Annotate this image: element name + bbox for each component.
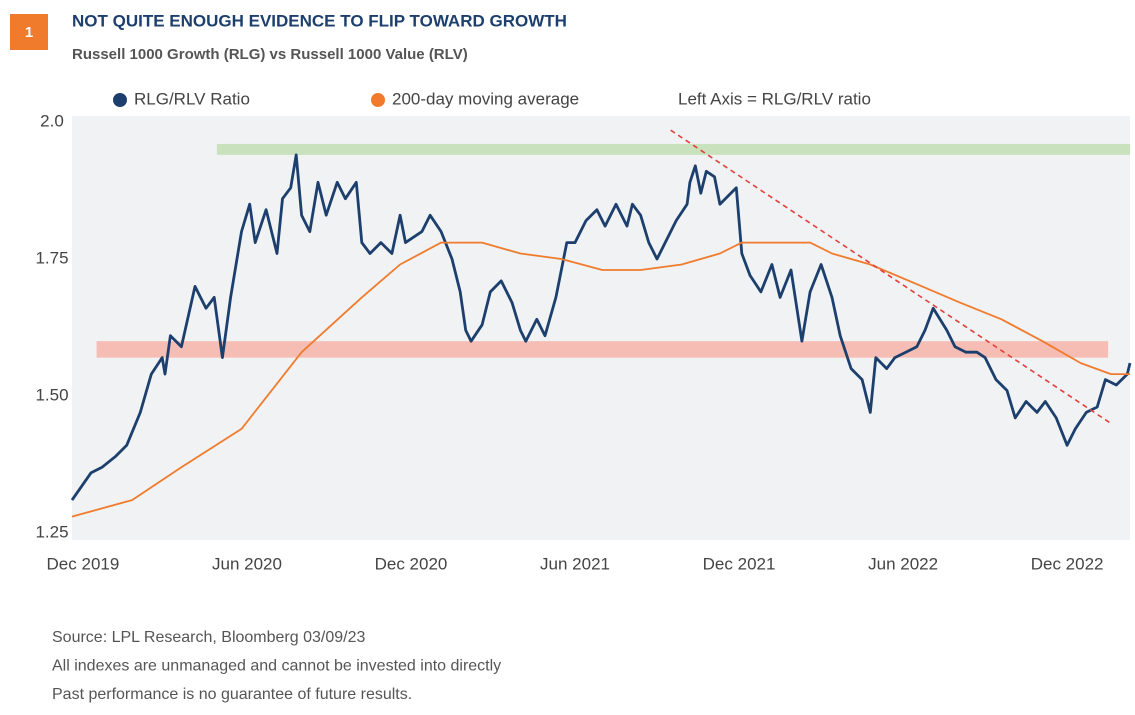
y-tick-label: 1.25 — [35, 522, 68, 541]
chart-title: NOT QUITE ENOUGH EVIDENCE TO FLIP TOWARD… — [72, 11, 567, 30]
source-note: Source: LPL Research, Bloomberg 03/09/23 — [52, 629, 365, 646]
band — [216, 143, 1131, 155]
plot-background — [72, 116, 1130, 540]
x-tick-label: Jun 2022 — [868, 554, 938, 573]
legend-label: RLG/RLV Ratio — [134, 89, 250, 108]
badge — [10, 14, 48, 50]
y-tick-label: 2.0 — [40, 111, 64, 130]
band — [96, 341, 1109, 358]
trend-line — [670, 129, 1112, 425]
x-tick-label: Jun 2020 — [212, 554, 282, 573]
x-tick-label: Dec 2019 — [47, 554, 120, 573]
series-line — [71, 241, 1130, 518]
legend-marker — [371, 93, 385, 107]
source-note: Past performance is no guarantee of futu… — [52, 686, 412, 703]
y-tick-label: 1.50 — [35, 385, 68, 404]
x-tick-label: Dec 2020 — [375, 554, 448, 573]
axis-note: Left Axis = RLG/RLV ratio — [678, 89, 871, 108]
series-line — [70, 153, 1132, 501]
x-tick-label: Dec 2021 — [703, 554, 776, 573]
legend-marker — [113, 93, 127, 107]
x-tick-label: Jun 2021 — [540, 554, 610, 573]
chart-subtitle: Russell 1000 Growth (RLG) vs Russell 100… — [72, 46, 468, 63]
legend-label: 200-day moving average — [392, 89, 579, 108]
x-tick-label: Dec 2022 — [1031, 554, 1104, 573]
source-note: All indexes are unmanaged and cannot be … — [52, 658, 501, 675]
figure-number: 1 — [25, 24, 33, 41]
y-tick-label: 1.75 — [35, 248, 68, 267]
